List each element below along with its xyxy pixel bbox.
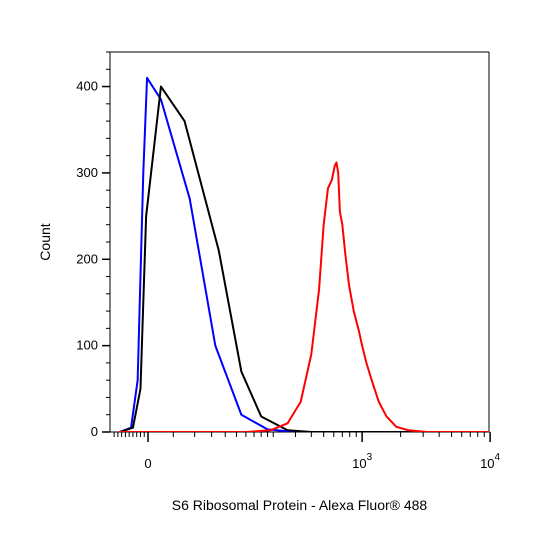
x-tick-label: 0	[144, 456, 151, 471]
series-line-1	[118, 76, 489, 432]
y-tick-label: 200	[76, 251, 98, 266]
x-axis-ticks: 0103104105	[144, 432, 501, 471]
x-tick-label: 103	[352, 452, 372, 471]
y-tick-label: 100	[76, 338, 98, 353]
x-minor-ticks	[113, 432, 485, 437]
y-axis-ticks: 0 100 200 300 400	[76, 79, 110, 439]
plot-frame	[109, 51, 490, 433]
x-axis-title: S6 Ribosomal Protein - Alexa Fluor® 488	[172, 497, 428, 513]
series-layer	[118, 76, 489, 432]
y-axis-title: Count	[37, 223, 53, 260]
series-line-2	[118, 85, 489, 432]
y-tick-label: 400	[76, 79, 98, 94]
y-tick-label: 300	[76, 165, 98, 180]
series-line-3	[118, 161, 489, 432]
y-tick-label: 0	[91, 424, 98, 439]
x-tick-label: 104	[480, 452, 500, 471]
y-minor-ticks	[106, 51, 110, 416]
